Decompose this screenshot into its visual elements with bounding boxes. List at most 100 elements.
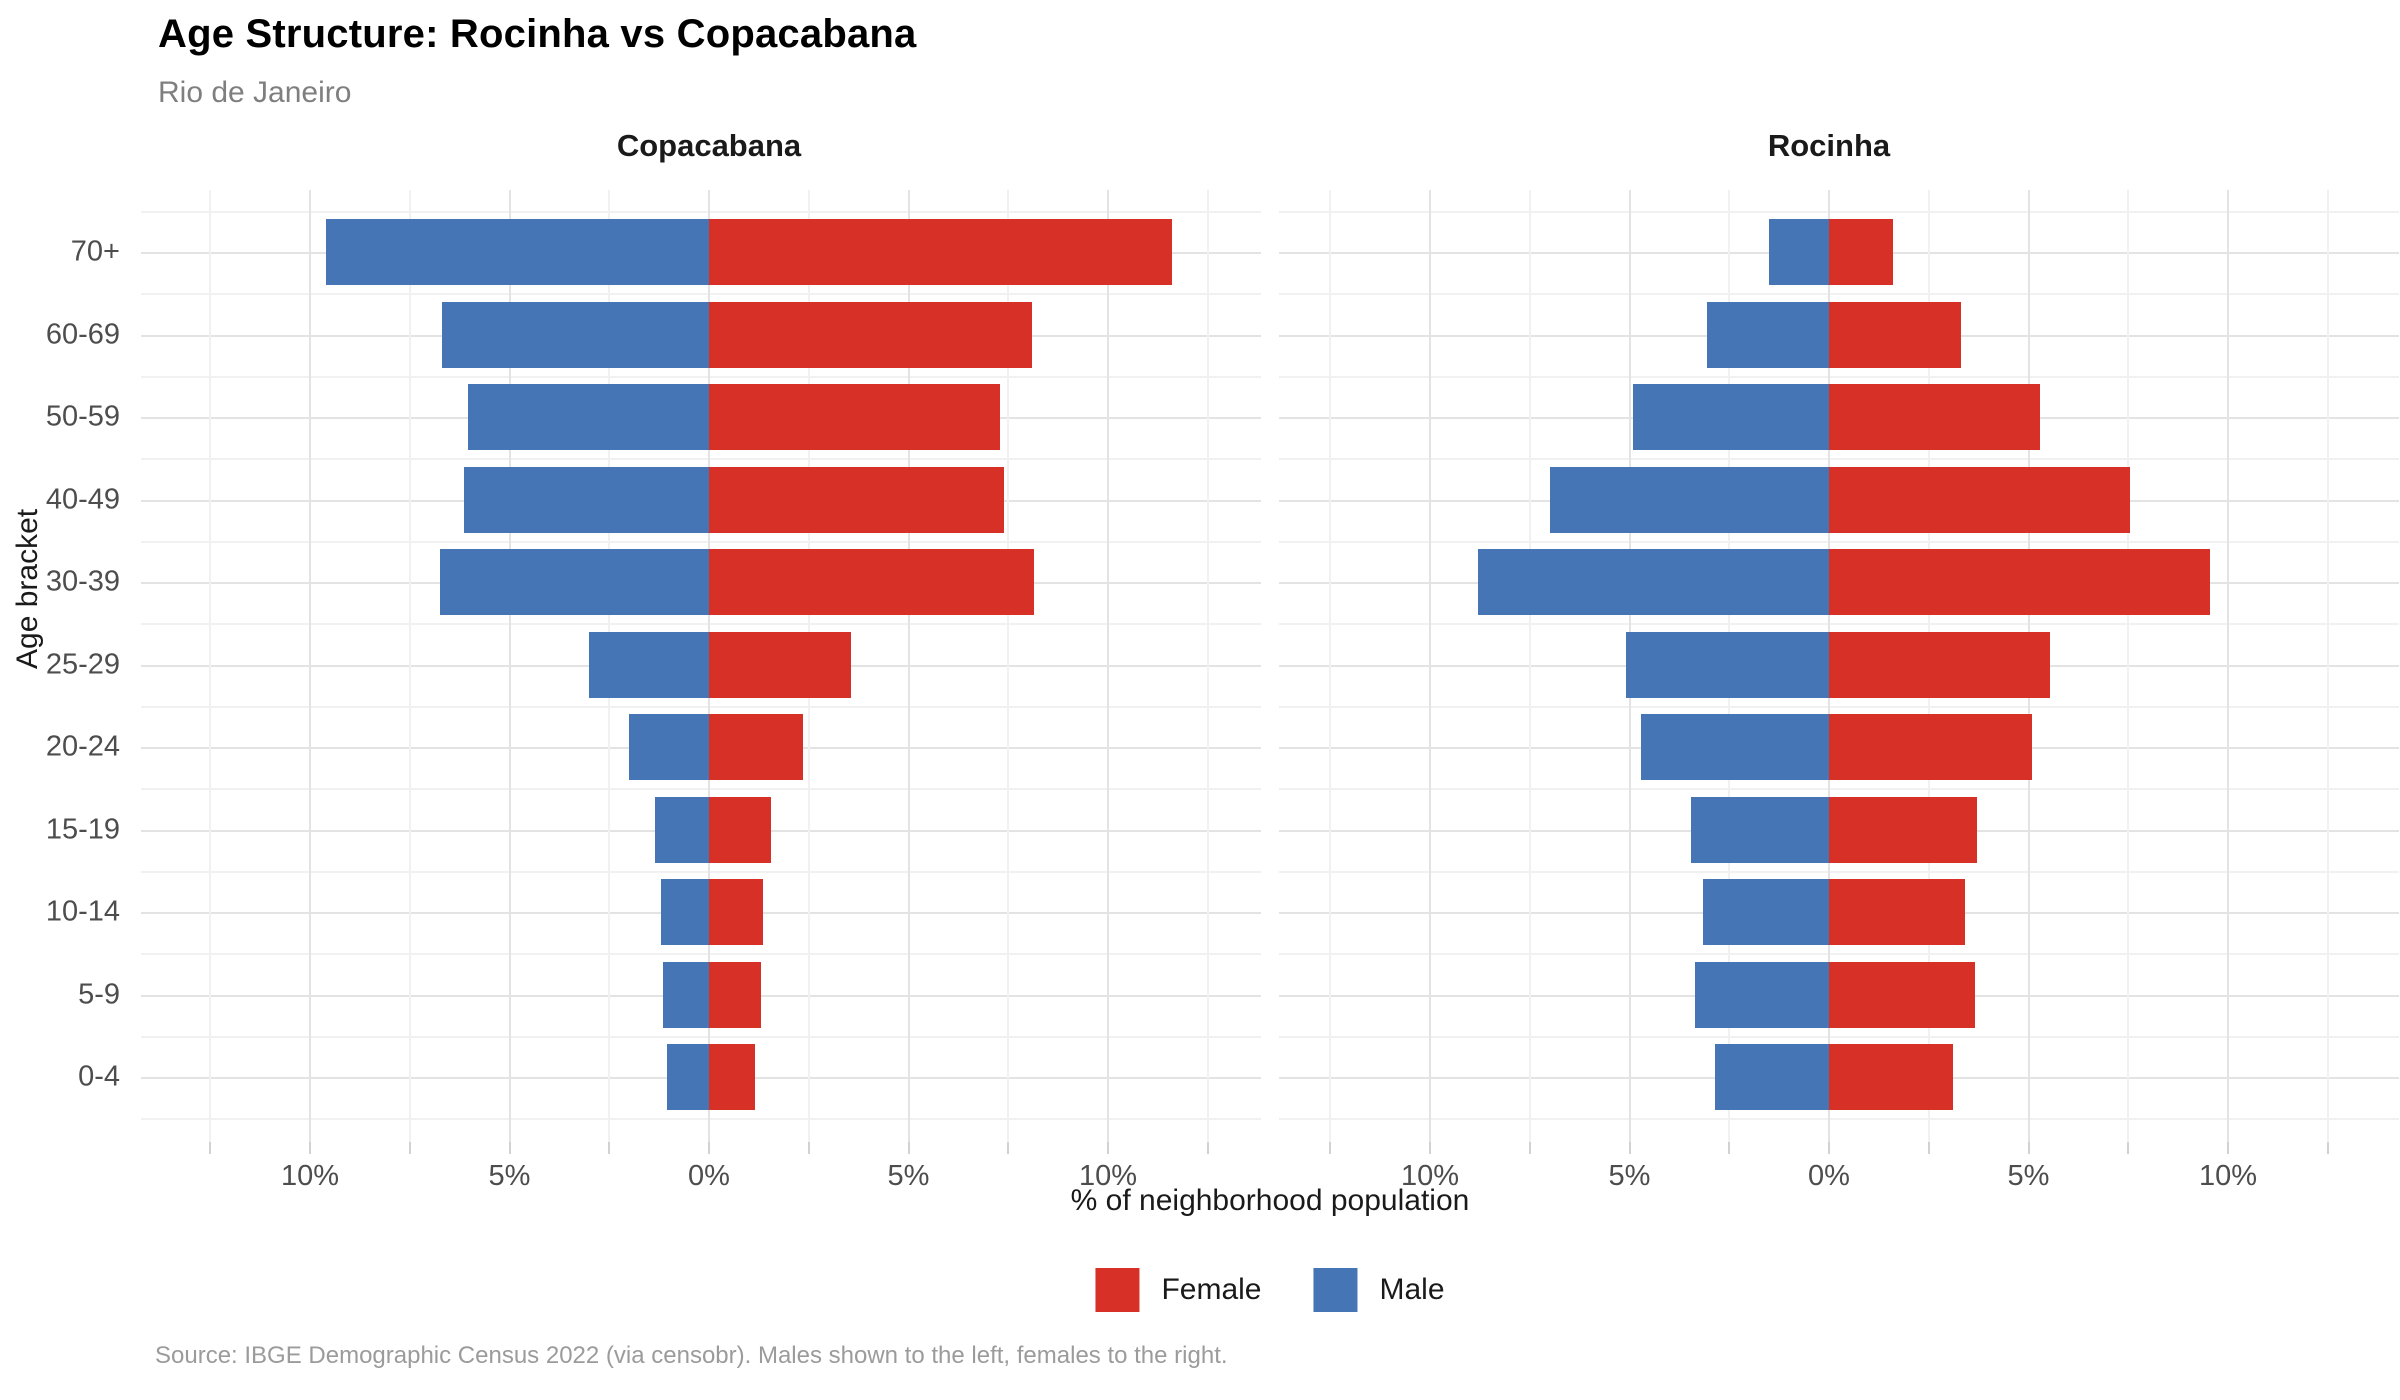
h-gridline-minor [1279, 375, 2399, 378]
h-gridline-minor [141, 870, 1261, 873]
x-axis-tick [2027, 1142, 2030, 1154]
h-gridline-minor [141, 458, 1261, 461]
panel-rocinha [1279, 190, 2399, 1142]
bar-copacabana-male [667, 1044, 709, 1110]
bar-copacabana-female [709, 466, 1005, 533]
bar-rocinha-female [1829, 961, 1975, 1028]
h-gridline-minor [1279, 788, 2399, 791]
bar-rocinha-female [1829, 631, 2051, 698]
bar-rocinha-female [1829, 1044, 1953, 1110]
x-axis-tick [2127, 1142, 2130, 1154]
h-gridline-minor [1279, 623, 2399, 626]
x-axis-tick [1429, 1142, 1431, 1154]
h-gridline-minor [1279, 458, 2399, 461]
x-axis-title: % of neighborhood population [1070, 1184, 1470, 1217]
x-axis-tick [1206, 1142, 1209, 1154]
y-tick-label: 40-49 [45, 483, 120, 515]
x-tick-label: 10% [1078, 1160, 1138, 1192]
bar-copacabana-male [629, 714, 709, 780]
bar-rocinha-male [1703, 879, 1829, 945]
x-axis-tick [907, 1142, 910, 1154]
bar-rocinha-female [1829, 301, 1961, 368]
bar-rocinha-male [1633, 384, 1829, 450]
bar-copacabana-female [709, 384, 1001, 450]
bar-rocinha-male [1695, 961, 1829, 1028]
legend: Female Male [1095, 1268, 1445, 1312]
x-tick-label: 10% [2198, 1160, 2258, 1192]
v-gridline-major [2227, 190, 2229, 1142]
x-axis-tick [408, 1142, 411, 1154]
bar-rocinha-male [1715, 1044, 1829, 1110]
x-tick-label: 5% [1608, 1160, 1651, 1192]
x-tick-label: 0% [688, 1160, 730, 1192]
h-gridline-minor [141, 705, 1261, 708]
bar-copacabana-male [663, 961, 709, 1028]
bar-rocinha-male [1769, 219, 1829, 285]
bar-rocinha-female [1829, 384, 2041, 450]
y-tick-label: 30-39 [45, 565, 120, 598]
v-gridline-major [1429, 190, 1431, 1142]
x-axis-tick [309, 1142, 311, 1154]
y-tick-label: 15-19 [45, 813, 120, 845]
v-gridline-minor [1528, 190, 1531, 1142]
bar-copacabana-female [709, 219, 1172, 285]
bar-copacabana-female [709, 1044, 755, 1110]
bar-rocinha-female [1829, 796, 1977, 863]
x-axis-tick [1528, 1142, 1531, 1154]
h-gridline-minor [141, 623, 1261, 626]
h-gridline-minor [1279, 1118, 2399, 1121]
bar-rocinha-female [1829, 466, 2131, 533]
y-tick-label: 25-29 [45, 648, 120, 680]
y-tick-label: 5-9 [78, 978, 120, 1010]
x-tick-label: 5% [2007, 1160, 2050, 1192]
bar-copacabana-male [467, 384, 709, 450]
h-gridline-minor [1279, 540, 2399, 543]
x-axis-tick [209, 1142, 212, 1154]
x-tick-label: 0% [1808, 1160, 1850, 1192]
bar-rocinha-female [1829, 549, 2211, 615]
v-gridline-minor [2326, 190, 2329, 1142]
v-gridline-minor [209, 190, 212, 1142]
x-axis-tick [1927, 1142, 1930, 1154]
bar-rocinha-male [1707, 301, 1829, 368]
y-tick-label: 0-4 [78, 1060, 120, 1093]
x-axis-tick [1329, 1142, 1332, 1154]
y-tick-label: 50-59 [45, 400, 120, 433]
v-gridline-minor [1329, 190, 1332, 1142]
bar-rocinha-male [1549, 466, 1829, 533]
h-gridline-minor [141, 293, 1261, 296]
y-tick-label: 10-14 [45, 895, 120, 928]
h-gridline-minor [141, 953, 1261, 956]
bar-rocinha-female [1829, 879, 1965, 945]
h-gridline-minor [141, 540, 1261, 543]
x-axis-tick [1107, 1142, 1109, 1154]
bar-copacabana-male [441, 301, 709, 368]
x-tick-label: 10% [1400, 1160, 1460, 1192]
bar-copacabana-male [661, 879, 709, 945]
h-gridline-minor [141, 1118, 1261, 1121]
h-gridline-minor [141, 788, 1261, 791]
x-axis-tick [1628, 1142, 1631, 1154]
source-caption: Source: IBGE Demographic Census 2022 (vi… [155, 1342, 1228, 1369]
bar-rocinha-male [1477, 549, 1829, 615]
bar-copacabana-female [709, 714, 803, 780]
h-gridline-minor [1279, 1035, 2399, 1038]
x-axis-tick [807, 1142, 810, 1154]
v-gridline-major [309, 190, 311, 1142]
x-axis-tick [1828, 1142, 1830, 1154]
bar-copacabana-female [709, 549, 1035, 615]
v-gridline-major [907, 190, 910, 1142]
v-gridline-minor [408, 190, 411, 1142]
legend-label-male: Male [1379, 1273, 1445, 1306]
bar-rocinha-male [1691, 796, 1829, 863]
bar-rocinha-male [1625, 631, 1829, 698]
x-axis-tick [1728, 1142, 1731, 1154]
y-tick-label: 70+ [70, 235, 120, 268]
male-swatch-icon [1313, 1268, 1358, 1312]
bar-copacabana-female [709, 796, 771, 863]
x-tick-label: 5% [887, 1160, 930, 1192]
panel-title-rocinha: Rocinha [1767, 128, 1891, 163]
bar-copacabana-female [709, 631, 851, 698]
bar-copacabana-male [589, 631, 709, 698]
y-tick-label: 60-69 [45, 318, 120, 350]
